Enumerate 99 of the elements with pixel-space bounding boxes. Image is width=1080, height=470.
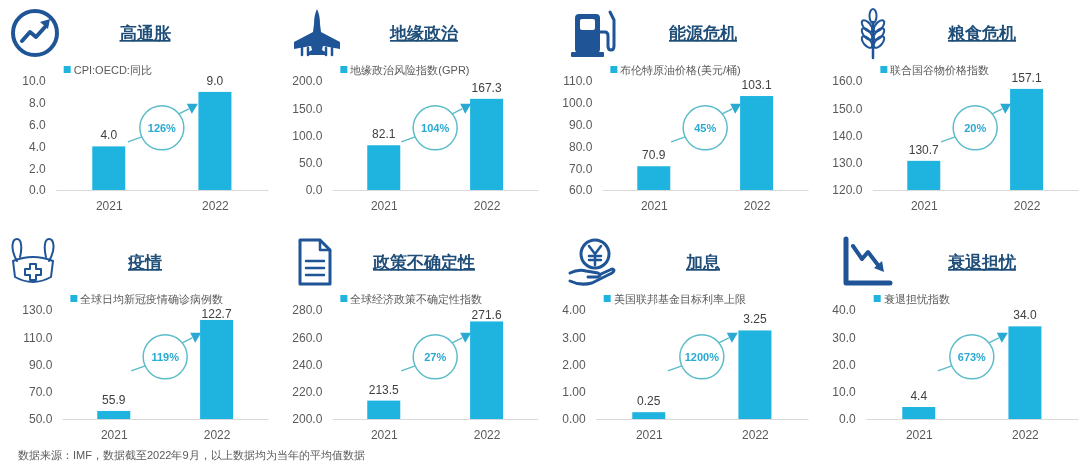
annotation: 27%	[424, 350, 447, 363]
chart-title: 疫情	[127, 253, 162, 272]
legend-label: 全球经济政策不确定性指数	[350, 293, 483, 305]
y-tick-label: 40.0	[832, 303, 856, 318]
x-tick-label: 2021	[370, 427, 398, 442]
y-tick-label: 8.0	[28, 96, 46, 111]
y-tick-label: 4.0	[28, 139, 46, 154]
y-tick-label: 0.00	[562, 412, 586, 427]
y-tick-label: 0.0	[305, 183, 323, 198]
data-label: 122.7	[201, 306, 232, 321]
data-label: 271.6	[471, 308, 502, 323]
y-tick-label: 0.0	[838, 412, 856, 427]
y-tick-label: 120.0	[832, 183, 863, 198]
x-tick-label: 2021	[100, 427, 128, 442]
legend-label: CPI:OECD:同比	[73, 64, 152, 76]
y-tick-label: 0.0	[28, 183, 46, 198]
y-tick-label: 2.0	[28, 161, 46, 176]
y-tick-label: 200.0	[292, 412, 323, 427]
legend-label: 衰退担忧指数	[883, 293, 950, 305]
y-tick-label: 240.0	[292, 357, 323, 372]
y-tick-label: 150.0	[292, 101, 323, 116]
data-label: 167.3	[471, 80, 502, 95]
data-label: 4.4	[910, 389, 928, 404]
y-tick-label: 110.0	[563, 74, 593, 89]
y-tick-label: 50.0	[29, 412, 53, 427]
y-tick-label: 70.0	[29, 385, 53, 400]
annotation: 126%	[147, 121, 177, 134]
data-label: 213.5	[368, 382, 400, 397]
x-tick-label: 2021	[370, 198, 398, 213]
x-tick-label: 2022	[202, 198, 230, 213]
data-label: 0.25	[637, 394, 661, 409]
y-tick-label: 280.0	[292, 303, 323, 318]
legend-label: 美国联邦基金目标利率上限	[613, 293, 746, 305]
y-tick-label: 130.0	[22, 303, 53, 318]
y-tick-label: 150.0	[832, 101, 863, 116]
x-tick-label: 2022	[1013, 198, 1041, 213]
y-tick-label: 10.0	[22, 74, 46, 89]
y-tick-label: 6.0	[28, 117, 46, 132]
data-label: 130.7	[908, 142, 940, 157]
legend-label: 地缘政治风险指数(GPR)	[349, 64, 470, 76]
y-tick-label: 100.0	[292, 128, 323, 143]
data-label: 4.0	[100, 128, 118, 143]
y-tick-label: 90.0	[569, 117, 593, 132]
y-tick-label: 110.0	[23, 330, 53, 345]
y-tick-label: 200.0	[292, 74, 323, 89]
annotation: 104%	[421, 121, 450, 134]
x-tick-label: 2022	[1012, 427, 1040, 442]
annotation: 119%	[151, 350, 180, 363]
data-label: 103.1	[741, 78, 772, 93]
chart-title: 高通胀	[119, 24, 172, 43]
y-tick-label: 50.0	[299, 156, 323, 171]
y-tick-label: 260.0	[292, 330, 323, 345]
y-tick-label: 2.00	[562, 357, 586, 372]
legend-label: 布伦特原油价格(美元/桶)	[620, 64, 741, 76]
y-tick-label: 1.00	[562, 385, 586, 400]
data-label: 3.25	[743, 312, 767, 327]
y-tick-label: 3.00	[562, 330, 586, 345]
chart-title: 能源危机	[669, 24, 737, 43]
y-tick-label: 60.0	[569, 183, 593, 198]
y-tick-label: 30.0	[832, 330, 856, 345]
x-tick-label: 2021	[635, 427, 663, 442]
x-tick-label: 2022	[473, 198, 501, 213]
annotation: 45%	[694, 121, 717, 134]
x-tick-label: 2022	[473, 427, 501, 442]
chart-title: 政策不确定性	[372, 253, 475, 272]
data-label: 55.9	[102, 392, 126, 407]
y-tick-label: 90.0	[29, 357, 53, 372]
y-tick-label: 10.0	[832, 385, 856, 400]
y-tick-label: 220.0	[292, 385, 323, 400]
y-tick-label: 140.0	[832, 128, 863, 143]
source-note: 数据来源：IMF，数据截至2022年9月，以上数据均为当年的平均值数据	[18, 449, 365, 461]
x-tick-label: 2021	[95, 198, 123, 213]
chart-title: 粮食危机	[947, 24, 1016, 43]
legend-label: 全球日均新冠疫情确诊病例数	[80, 293, 224, 305]
x-tick-label: 2021	[905, 427, 933, 442]
chart-title: 加息	[685, 253, 720, 272]
x-tick-label: 2021	[910, 198, 938, 213]
data-label: 82.1	[372, 127, 396, 142]
x-tick-label: 2022	[742, 427, 770, 442]
x-tick-label: 2021	[640, 198, 668, 213]
y-tick-label: 70.0	[569, 161, 593, 176]
y-tick-label: 100.0	[562, 96, 593, 111]
data-label: 70.9	[642, 148, 666, 163]
data-label: 157.1	[1011, 70, 1042, 85]
x-tick-label: 2022	[203, 427, 231, 442]
annotation: 20%	[964, 121, 987, 134]
x-tick-label: 2022	[743, 198, 771, 213]
y-tick-label: 130.0	[832, 156, 863, 171]
legend-label: 联合国谷物价格指数	[890, 64, 990, 76]
data-label: 34.0	[1013, 308, 1037, 323]
data-label: 9.0	[206, 73, 224, 88]
y-tick-label: 4.00	[562, 303, 586, 318]
y-tick-label: 160.0	[832, 74, 863, 89]
annotation: 673%	[957, 350, 987, 363]
chart-title: 衰退担忧	[947, 253, 1017, 272]
annotation: 1200%	[684, 350, 720, 363]
chart-title: 地缘政治	[389, 24, 459, 43]
y-tick-label: 80.0	[569, 139, 593, 154]
y-tick-label: 20.0	[832, 357, 856, 372]
